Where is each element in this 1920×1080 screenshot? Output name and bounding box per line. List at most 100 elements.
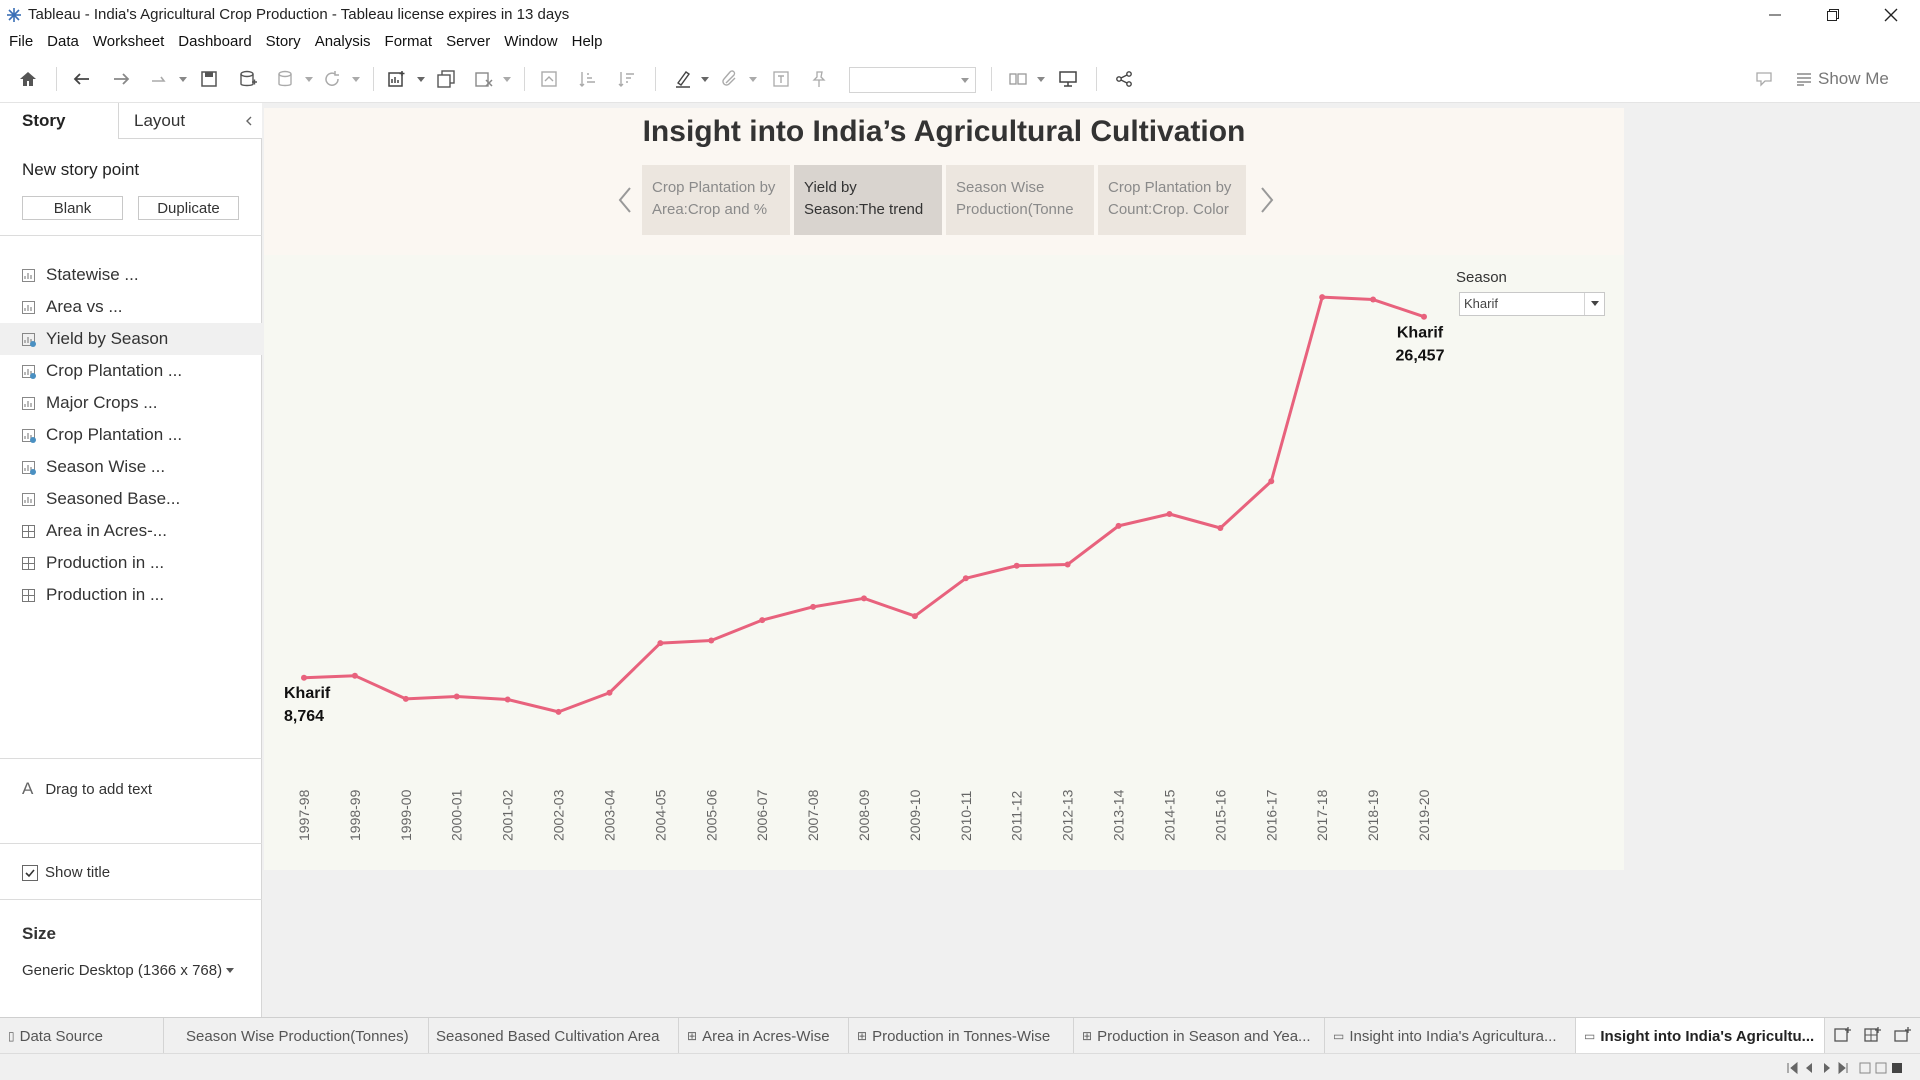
- sheet-item[interactable]: Yield by Season: [0, 323, 262, 355]
- data-point[interactable]: [810, 603, 817, 610]
- tab-story[interactable]: Story: [0, 103, 118, 139]
- new-dashboard-icon[interactable]: [1864, 1026, 1882, 1044]
- chevron-down-icon[interactable]: [417, 77, 425, 83]
- chevron-down-icon[interactable]: [749, 77, 757, 83]
- new-worksheet-icon[interactable]: [1834, 1026, 1852, 1044]
- story-point-tab[interactable]: Yield by Season:The trend: [794, 165, 942, 235]
- sheet-item[interactable]: Production in ...: [0, 579, 262, 611]
- show-mark-labels-icon[interactable]: [769, 67, 793, 91]
- data-point[interactable]: [555, 708, 562, 715]
- tab-story[interactable]: ▭ Insight into India's Agricultura...: [1325, 1018, 1576, 1054]
- close-button[interactable]: [1862, 0, 1920, 29]
- story-point-tab[interactable]: Crop Plantation by Area:Crop and %: [642, 165, 790, 235]
- blank-button[interactable]: Blank: [22, 196, 123, 220]
- sheet-item[interactable]: Production in ...: [0, 547, 262, 579]
- data-point[interactable]: [402, 695, 409, 702]
- data-point[interactable]: [708, 637, 715, 644]
- sheet-item[interactable]: Seasoned Base...: [0, 483, 262, 515]
- menu-analysis[interactable]: Analysis: [314, 33, 371, 50]
- tooltip-icon[interactable]: [1752, 67, 1776, 91]
- story-point-tab[interactable]: Season Wise Production(Tonne: [946, 165, 1094, 235]
- chevron-right-icon[interactable]: [1257, 183, 1277, 217]
- sheet-item[interactable]: Major Crops ...: [0, 387, 262, 419]
- data-point[interactable]: [1013, 562, 1020, 569]
- data-point[interactable]: [657, 640, 664, 647]
- new-data-source-icon[interactable]: [236, 67, 260, 91]
- redo-icon[interactable]: [109, 67, 133, 91]
- season-filter-select[interactable]: Kharif: [1459, 292, 1605, 316]
- refresh-icon[interactable]: [320, 67, 344, 91]
- sheet-navigation-icons[interactable]: [1786, 1061, 1906, 1075]
- sort-ascending-icon[interactable]: [576, 67, 600, 91]
- data-point[interactable]: [301, 674, 307, 681]
- pause-updates-icon[interactable]: [274, 67, 298, 91]
- data-point[interactable]: [1217, 525, 1224, 531]
- chevron-left-icon[interactable]: [242, 112, 256, 130]
- chevron-down-icon[interactable]: [179, 77, 187, 83]
- chevron-down-icon[interactable]: [503, 77, 511, 83]
- data-point[interactable]: [1064, 561, 1071, 568]
- undo-icon[interactable]: [70, 67, 94, 91]
- chevron-down-icon[interactable]: [1037, 77, 1045, 83]
- new-story-icon[interactable]: [1894, 1026, 1912, 1044]
- menu-story[interactable]: Story: [265, 33, 301, 50]
- menu-server[interactable]: Server: [446, 33, 491, 50]
- highlight-icon[interactable]: [671, 67, 695, 91]
- sort-descending-icon[interactable]: [615, 67, 639, 91]
- home-icon[interactable]: [16, 67, 40, 91]
- data-point[interactable]: [1166, 511, 1173, 517]
- fit-select[interactable]: [849, 67, 976, 93]
- share-icon[interactable]: [1112, 67, 1136, 91]
- drag-to-add-text[interactable]: A Drag to add text: [22, 779, 152, 799]
- group-members-icon[interactable]: [718, 67, 742, 91]
- tab-dashboard[interactable]: ⊞ Production in Season and Yea...: [1074, 1018, 1325, 1054]
- tab-story-active[interactable]: ▭ Insight into India's Agricultu...: [1576, 1018, 1825, 1054]
- tab-dashboard[interactable]: ⊞ Area in Acres-Wise: [679, 1018, 849, 1054]
- tab-data-source[interactable]: ▯ Data Source: [0, 1018, 164, 1054]
- tab-sheet[interactable]: Season Wise Production(Tonnes): [176, 1018, 429, 1054]
- size-select[interactable]: Generic Desktop (1366 x 768): [22, 962, 235, 979]
- sheet-item[interactable]: Statewise ...: [0, 259, 262, 291]
- new-worksheet-icon[interactable]: [385, 67, 409, 91]
- menu-format[interactable]: Format: [384, 33, 433, 50]
- tab-dashboard[interactable]: ⊞ Production in Tonnes-Wise: [849, 1018, 1074, 1054]
- swap-icon[interactable]: [537, 67, 561, 91]
- sheet-item[interactable]: Season Wise ...: [0, 451, 262, 483]
- series-line-kharif[interactable]: [303, 295, 1425, 714]
- data-point[interactable]: [453, 693, 460, 700]
- fix-axes-icon[interactable]: [807, 67, 831, 91]
- menu-window[interactable]: Window: [504, 33, 558, 50]
- data-point[interactable]: [759, 617, 766, 624]
- chevron-down-icon[interactable]: [352, 77, 360, 83]
- chevron-down-icon[interactable]: [305, 77, 313, 83]
- data-point[interactable]: [351, 672, 358, 679]
- menu-worksheet[interactable]: Worksheet: [92, 33, 165, 50]
- menu-file[interactable]: File: [9, 33, 34, 50]
- sheet-item[interactable]: Area vs ...: [0, 291, 262, 323]
- data-point[interactable]: [861, 595, 867, 602]
- data-point[interactable]: [1421, 313, 1427, 320]
- minimize-button[interactable]: [1746, 0, 1804, 29]
- restore-button[interactable]: [1804, 0, 1862, 29]
- data-point[interactable]: [504, 696, 511, 703]
- data-point[interactable]: [1319, 294, 1326, 301]
- tab-layout[interactable]: Layout: [118, 103, 262, 139]
- show-cards-icon[interactable]: [1006, 67, 1030, 91]
- replay-icon[interactable]: [147, 67, 171, 91]
- save-icon[interactable]: [197, 67, 221, 91]
- clear-sheet-icon[interactable]: [472, 67, 496, 91]
- menu-dashboard[interactable]: Dashboard: [178, 33, 252, 50]
- chevron-down-icon[interactable]: [701, 77, 709, 83]
- sheet-item[interactable]: Area in Acres-...: [0, 515, 262, 547]
- presentation-mode-icon[interactable]: [1056, 67, 1080, 91]
- story-point-tab[interactable]: Crop Plantation by Count:Crop. Color: [1098, 165, 1246, 235]
- show-title-checkbox[interactable]: Show title: [22, 864, 110, 881]
- data-point[interactable]: [1268, 478, 1275, 485]
- sheet-item[interactable]: Crop Plantation ...: [0, 355, 262, 387]
- menu-data[interactable]: Data: [47, 33, 79, 50]
- duplicate-button[interactable]: Duplicate: [138, 196, 239, 220]
- sheet-item[interactable]: Crop Plantation ...: [0, 419, 262, 451]
- tab-sheet[interactable]: Seasoned Based Cultivation Area: [429, 1018, 679, 1054]
- menu-help[interactable]: Help: [571, 33, 603, 50]
- data-point[interactable]: [606, 689, 613, 696]
